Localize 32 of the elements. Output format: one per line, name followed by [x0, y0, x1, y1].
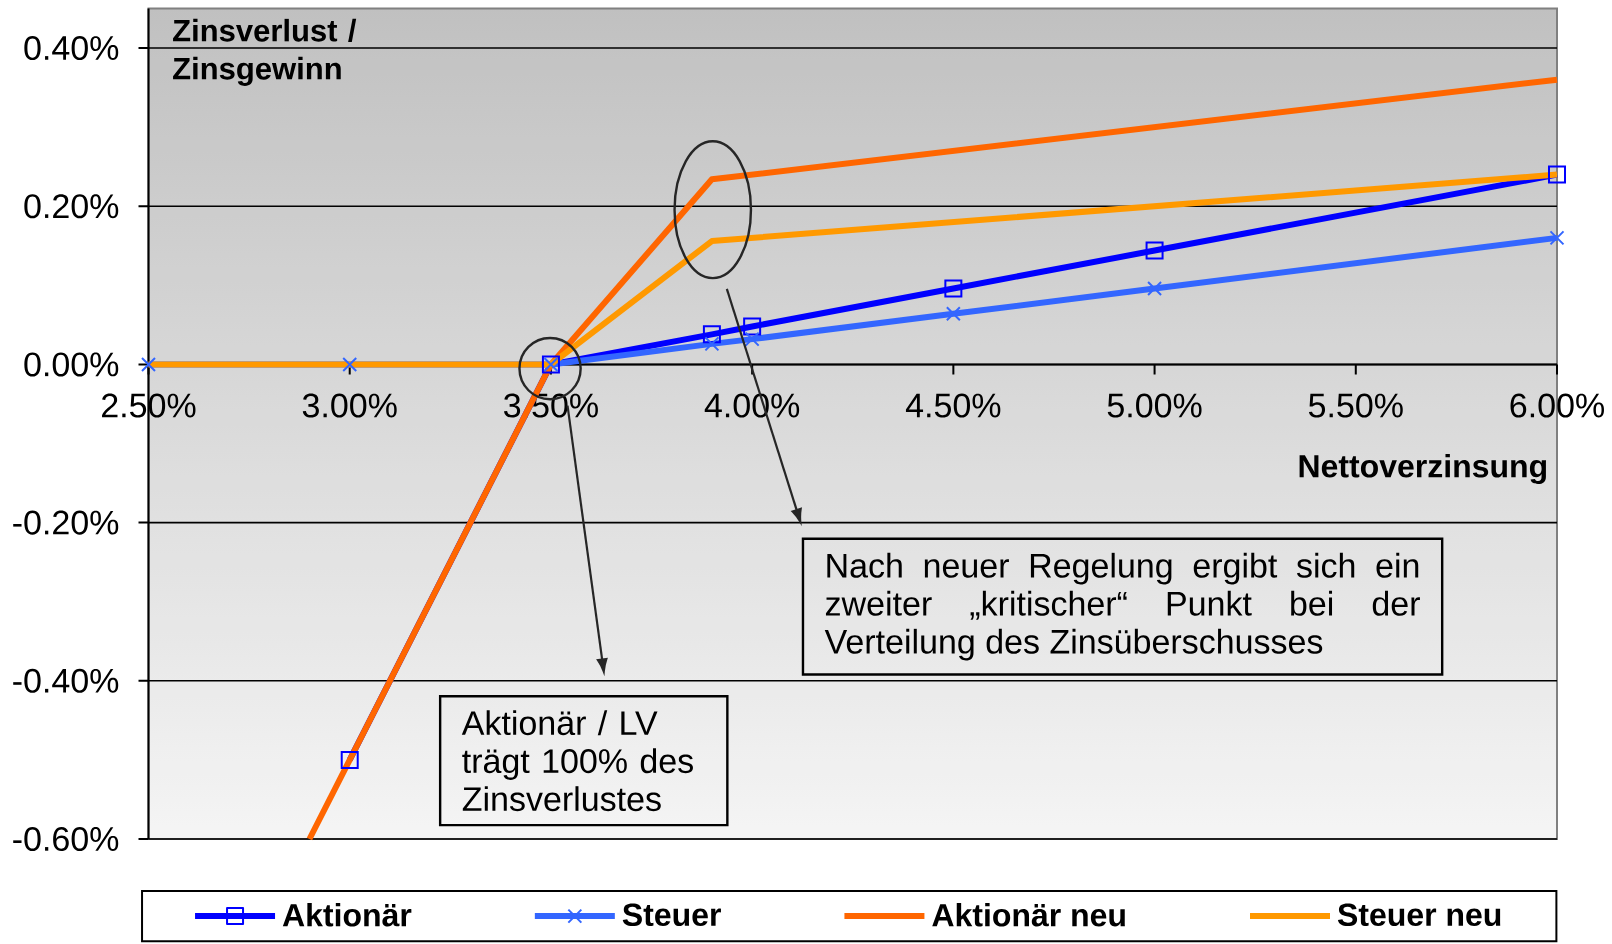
y-tick-label: -0.60%	[13, 826, 119, 852]
y-axis-title: Zinsverlust / Zinsgewinn	[173, 18, 357, 86]
point	[1549, 230, 1565, 246]
annotation: Nach neuer Regelung ergibt sich ein zweiter „kritischer“ Punkt bei der Verteilung des Zinsüberschusses	[824, 552, 1420, 661]
point	[140, 356, 156, 372]
x-tick-label: 6.00%	[1510, 393, 1604, 418]
point	[702, 325, 721, 344]
y-tick-label: -0.40%	[13, 668, 119, 693]
y-tick-label: 0.00%	[24, 352, 119, 377]
point	[342, 356, 358, 372]
point	[744, 331, 760, 347]
point	[1145, 241, 1164, 260]
point	[1147, 280, 1163, 296]
x-tick-label: 4.50%	[905, 393, 1001, 418]
x-tick-label: 5.00%	[1107, 393, 1202, 418]
legend-label: Steuer neu	[1337, 903, 1501, 927]
legend-label: Aktionär neu	[932, 903, 1125, 927]
x-tick-label: 3.00%	[302, 393, 397, 418]
y-tick-label: 0.20%	[24, 194, 119, 219]
point	[1548, 165, 1566, 184]
legend-label: Aktionär	[282, 903, 412, 927]
point	[743, 317, 762, 336]
point	[945, 306, 961, 322]
legend-label: Steuer	[622, 903, 721, 927]
point	[944, 279, 963, 298]
point	[704, 336, 720, 352]
y-tick-label: 0.40%	[24, 36, 119, 61]
x-axis-title: Nettoverzinsung	[1299, 454, 1547, 484]
annotation: Aktionär / LV trägt 100% des Zinsverlustes	[461, 710, 693, 812]
y-tick-label: -0.20%	[13, 510, 119, 535]
point	[340, 750, 359, 769]
x-tick-label: 5.50%	[1308, 393, 1403, 418]
